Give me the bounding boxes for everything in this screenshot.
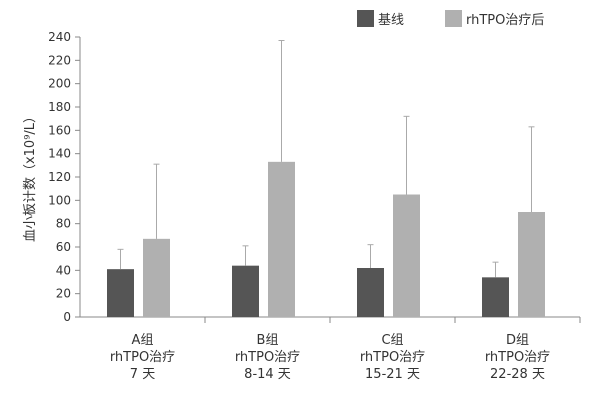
bar (107, 269, 134, 317)
x-category-label: rhTPO治疗 (485, 350, 550, 365)
bar (393, 194, 420, 317)
bar (482, 277, 509, 317)
y-tick-label: 180 (48, 100, 71, 114)
x-axis-labels: A组 rhTPO治疗 7 天 B组 rhTPO治疗 8-14 天 C组 rhTPO治疗 15-2… (110, 333, 550, 382)
x-category-label: 15-21 天 (365, 367, 420, 382)
legend-swatch (445, 10, 462, 27)
x-category-label: 22-28 天 (490, 367, 545, 382)
y-tick-label: 60 (56, 240, 71, 254)
axes: 0 20 40 60 80 100 120 140 160 180 200 220 240 (48, 30, 581, 324)
x-category-label: 8-14 天 (244, 367, 291, 382)
y-tick-label: 240 (48, 30, 71, 44)
y-tick-label: 100 (48, 193, 71, 207)
error-bars (117, 40, 535, 278)
y-tick-label: 160 (48, 123, 71, 137)
bar (357, 268, 384, 317)
legend-swatch (357, 10, 374, 27)
legend-label: 基线 (378, 13, 404, 28)
legend-label: rhTPO治疗后 (466, 13, 544, 28)
bar (268, 161, 295, 317)
y-tick-label: 200 (48, 77, 71, 91)
y-tick-label: 0 (63, 310, 71, 324)
y-tick-label: 80 (56, 217, 71, 231)
legend: 基线 rhTPO治疗后 (357, 10, 544, 28)
x-category-label: D组 (506, 333, 529, 348)
bar (518, 212, 545, 317)
x-category-label: B组 (257, 333, 279, 348)
bar (232, 265, 259, 317)
bar (143, 238, 170, 317)
x-category-label: 7 天 (130, 367, 155, 382)
y-tick-label: 120 (48, 170, 71, 184)
y-axis-label: 血小板计数（x10⁹/L） (23, 110, 38, 242)
y-tick-label: 220 (48, 53, 71, 67)
y-tick-label: 20 (56, 287, 71, 301)
y-tick-label: 40 (56, 263, 71, 277)
x-category-label: C组 (381, 333, 403, 348)
x-category-label: rhTPO治疗 (110, 350, 175, 365)
bars (107, 161, 545, 317)
x-category-label: rhTPO治疗 (360, 350, 425, 365)
x-category-label: rhTPO治疗 (235, 350, 300, 365)
y-tick-label: 140 (48, 147, 71, 161)
x-category-label: A组 (132, 333, 154, 348)
